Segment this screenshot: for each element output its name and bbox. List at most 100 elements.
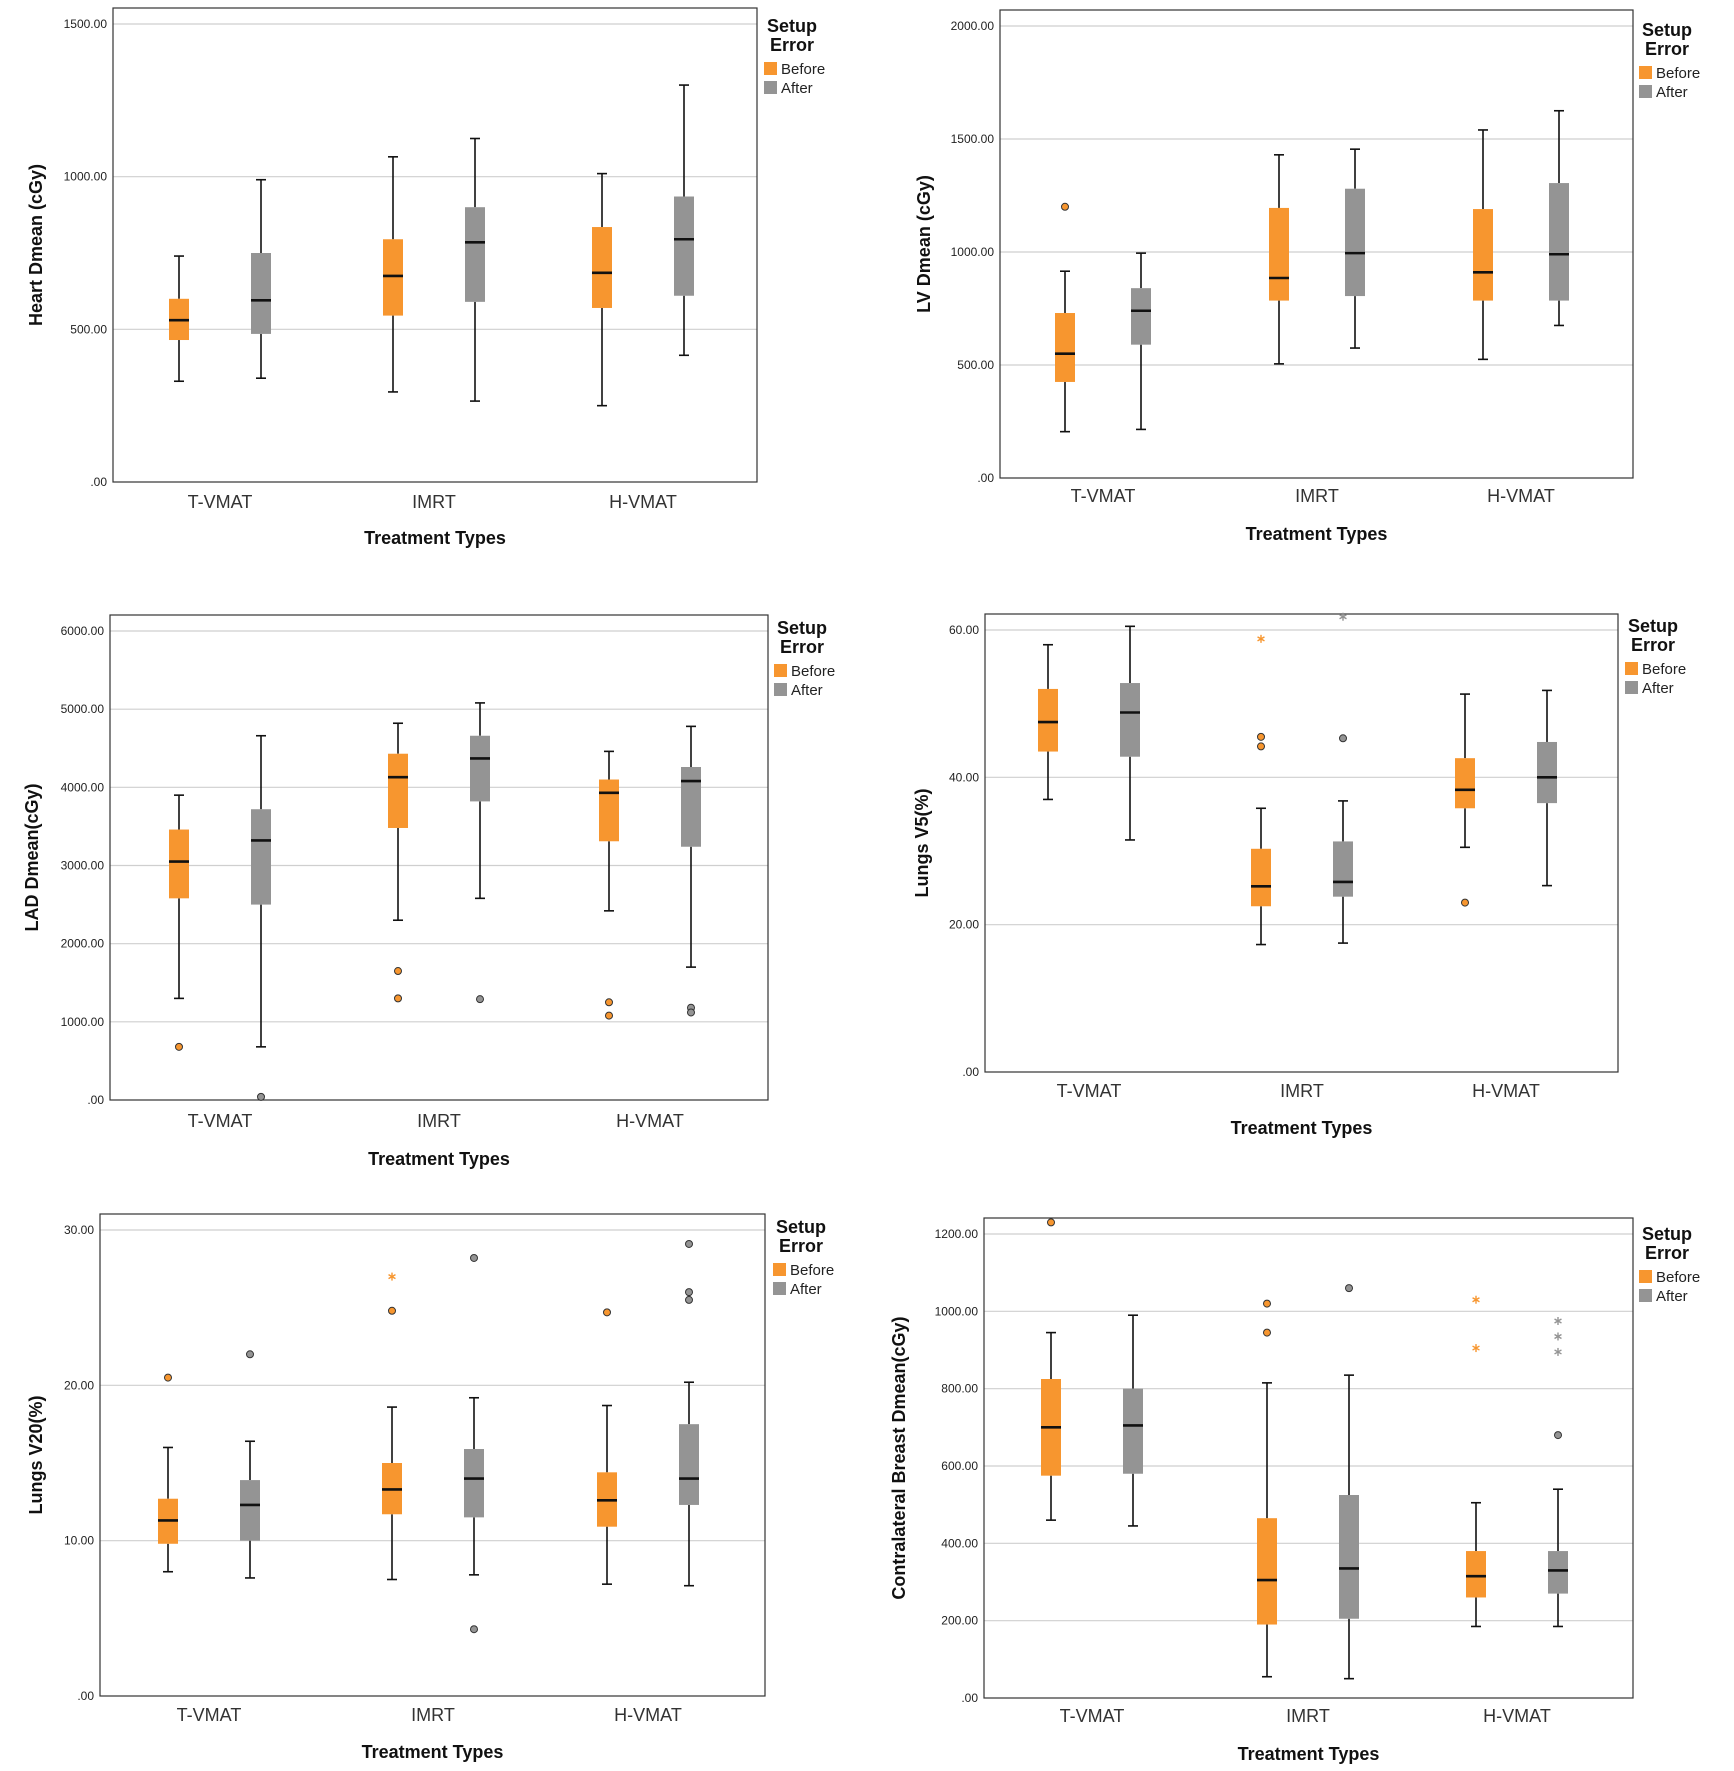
legend-title-line1: Setup (1642, 20, 1692, 40)
plot-frame (109, 614, 769, 1101)
legend-swatch-after (1625, 681, 1638, 694)
box-before-imrt (1251, 634, 1271, 946)
y-tick-label: 1500.00 (64, 17, 108, 31)
legend-title-line2: Error (1645, 39, 1689, 59)
box-before-t-vmat (169, 794, 189, 1051)
extreme-point (1554, 1317, 1562, 1325)
box-before-imrt (1257, 1299, 1277, 1678)
plot-frame (999, 9, 1634, 479)
box-iqr (251, 253, 271, 334)
y-tick-label: 2000.00 (61, 937, 105, 951)
outlier-point (685, 1295, 693, 1304)
x-category-label: IMRT (412, 492, 456, 512)
x-category-label: IMRT (1295, 486, 1339, 506)
y-tick-label: 1500.00 (951, 132, 995, 146)
legend-swatch-after (1639, 1289, 1652, 1302)
outlier-point (1461, 898, 1469, 907)
box-after-h-vmat (679, 1239, 699, 1587)
legend-label-before: Before (781, 61, 825, 78)
outlier-point (476, 995, 484, 1004)
x-category-label: T-VMAT (1057, 1081, 1122, 1101)
box-iqr (681, 767, 701, 847)
legend-swatch-before (774, 664, 787, 677)
box-iqr (1466, 1551, 1486, 1598)
extreme-point (1472, 1344, 1480, 1353)
x-axis-title: Treatment Types (1246, 524, 1388, 544)
y-tick-label: 400.00 (941, 1536, 978, 1550)
box-iqr (1473, 209, 1493, 301)
box-iqr (592, 227, 612, 308)
x-axis-title: Treatment Types (364, 528, 506, 548)
extreme-point (1257, 634, 1265, 643)
y-tick-label: .00 (90, 475, 107, 489)
outlier-point (1257, 732, 1265, 741)
chart-panel-1: .00 500.00 1000.00 1500.00 T-VMAT IMRT H-VMAT T… (26, 7, 825, 548)
y-axis-title: LV Dmean (cGy) (914, 175, 934, 313)
legend-title-line2: Error (780, 637, 824, 657)
legend-label-after: After (791, 682, 823, 699)
y-tick-label: 2000.00 (951, 19, 995, 33)
x-axis-title: Treatment Types (1231, 1118, 1373, 1138)
outlier-point (394, 994, 402, 1003)
y-tick-label: 40.00 (949, 770, 979, 784)
y-axis-title: LAD Dmean(cGy) (22, 783, 42, 931)
box-iqr (1339, 1495, 1359, 1619)
box-iqr (464, 1449, 484, 1518)
y-tick-label: 6000.00 (61, 624, 105, 638)
x-category-label: IMRT (417, 1111, 461, 1131)
legend-swatch-after (774, 683, 787, 696)
box-iqr (470, 735, 490, 802)
x-category-label: T-VMAT (1071, 486, 1136, 506)
y-tick-label: 1200.00 (935, 1227, 979, 1241)
box-iqr (1038, 688, 1058, 752)
legend-label-after: After (1656, 1288, 1688, 1305)
box-iqr (388, 753, 408, 828)
y-tick-label: 1000.00 (935, 1304, 979, 1318)
legend-title-line1: Setup (777, 618, 827, 638)
box-before-imrt (388, 722, 408, 1003)
legend-title-line1: Setup (767, 16, 817, 36)
box-iqr (1131, 288, 1151, 345)
box-iqr (465, 207, 485, 302)
box-before-imrt (382, 1272, 402, 1581)
box-before-t-vmat (1041, 1218, 1061, 1521)
chart-panel-6: .00 200.00 400.00 600.00 800.00 1000.00 1200.0… (889, 1217, 1700, 1764)
legend-label-after: After (1656, 84, 1688, 101)
legend-label-before: Before (1656, 65, 1700, 82)
x-category-label: IMRT (1286, 1706, 1330, 1726)
box-after-t-vmat (1131, 252, 1151, 431)
legend-label-after: After (790, 1281, 822, 1298)
plot-frame (99, 1213, 766, 1697)
y-tick-label: 1000.00 (64, 170, 108, 184)
x-axis-title: Treatment Types (368, 1149, 510, 1169)
x-category-label: T-VMAT (188, 492, 253, 512)
outlier-point (470, 1625, 478, 1634)
outlier-point (1263, 1328, 1271, 1337)
outlier-point (1263, 1299, 1271, 1308)
y-tick-label: 1000.00 (951, 245, 995, 259)
legend-title-line1: Setup (1642, 1224, 1692, 1244)
box-after-imrt (1333, 612, 1353, 944)
legend-swatch-before (1639, 1270, 1652, 1283)
outlier-point (470, 1253, 478, 1262)
x-axis-title: Treatment Types (1238, 1744, 1380, 1764)
x-category-label: H-VMAT (1483, 1706, 1551, 1726)
extreme-point (388, 1272, 396, 1281)
legend-swatch-after (1639, 85, 1652, 98)
outlier-point (257, 1092, 265, 1101)
legend-label-before: Before (1642, 661, 1686, 678)
box-iqr (1251, 848, 1271, 907)
extreme-point (1472, 1295, 1480, 1304)
box-before-imrt (383, 156, 403, 393)
y-tick-label: .00 (977, 471, 994, 485)
box-before-h-vmat (599, 750, 619, 1020)
y-tick-label: 20.00 (949, 918, 979, 932)
y-tick-label: 10.00 (64, 1534, 94, 1548)
x-category-label: T-VMAT (1060, 1706, 1125, 1726)
y-tick-label: 500.00 (70, 322, 107, 336)
